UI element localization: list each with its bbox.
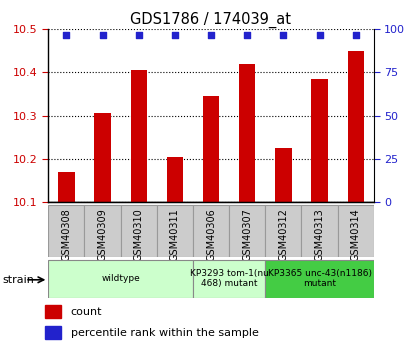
Text: GSM40309: GSM40309 [97, 208, 108, 260]
Bar [167, 157, 183, 202]
FancyBboxPatch shape [48, 259, 193, 298]
Text: GDS1786 / 174039_at: GDS1786 / 174039_at [129, 12, 291, 28]
FancyBboxPatch shape [265, 205, 302, 257]
Text: strain: strain [2, 275, 34, 285]
FancyBboxPatch shape [338, 205, 374, 257]
FancyBboxPatch shape [265, 259, 374, 298]
Point [63, 32, 70, 37]
Bar [203, 96, 219, 202]
Text: GSM40314: GSM40314 [351, 208, 361, 260]
Text: GSM40313: GSM40313 [315, 208, 325, 260]
Point [171, 32, 178, 37]
Bar [45, 305, 61, 318]
Text: GSM40311: GSM40311 [170, 208, 180, 260]
Point [280, 32, 287, 37]
Bar [275, 148, 291, 202]
Bar [58, 171, 74, 202]
Bar [131, 70, 147, 202]
Text: percentile rank within the sample: percentile rank within the sample [71, 327, 259, 337]
Text: GSM40312: GSM40312 [278, 208, 289, 261]
FancyBboxPatch shape [229, 205, 265, 257]
Text: KP3293 tom-1(nu
468) mutant: KP3293 tom-1(nu 468) mutant [190, 269, 268, 288]
Point [316, 32, 323, 37]
Point [135, 32, 142, 37]
Bar [239, 64, 255, 202]
Point [208, 32, 215, 37]
Bar [311, 79, 328, 202]
Bar [348, 51, 364, 202]
Text: GSM40307: GSM40307 [242, 208, 252, 261]
Text: GSM40308: GSM40308 [61, 208, 71, 260]
Text: GSM40306: GSM40306 [206, 208, 216, 260]
Text: count: count [71, 307, 102, 317]
Point [99, 32, 106, 37]
Point [352, 32, 359, 37]
FancyBboxPatch shape [121, 205, 157, 257]
FancyBboxPatch shape [193, 259, 265, 298]
Point [244, 32, 251, 37]
Bar [94, 114, 111, 202]
Bar [45, 326, 61, 339]
Text: wildtype: wildtype [101, 274, 140, 283]
FancyBboxPatch shape [302, 205, 338, 257]
FancyBboxPatch shape [48, 205, 84, 257]
FancyBboxPatch shape [193, 205, 229, 257]
FancyBboxPatch shape [157, 205, 193, 257]
Text: GSM40310: GSM40310 [134, 208, 144, 260]
Text: KP3365 unc-43(n1186)
mutant: KP3365 unc-43(n1186) mutant [268, 269, 372, 288]
FancyBboxPatch shape [84, 205, 121, 257]
